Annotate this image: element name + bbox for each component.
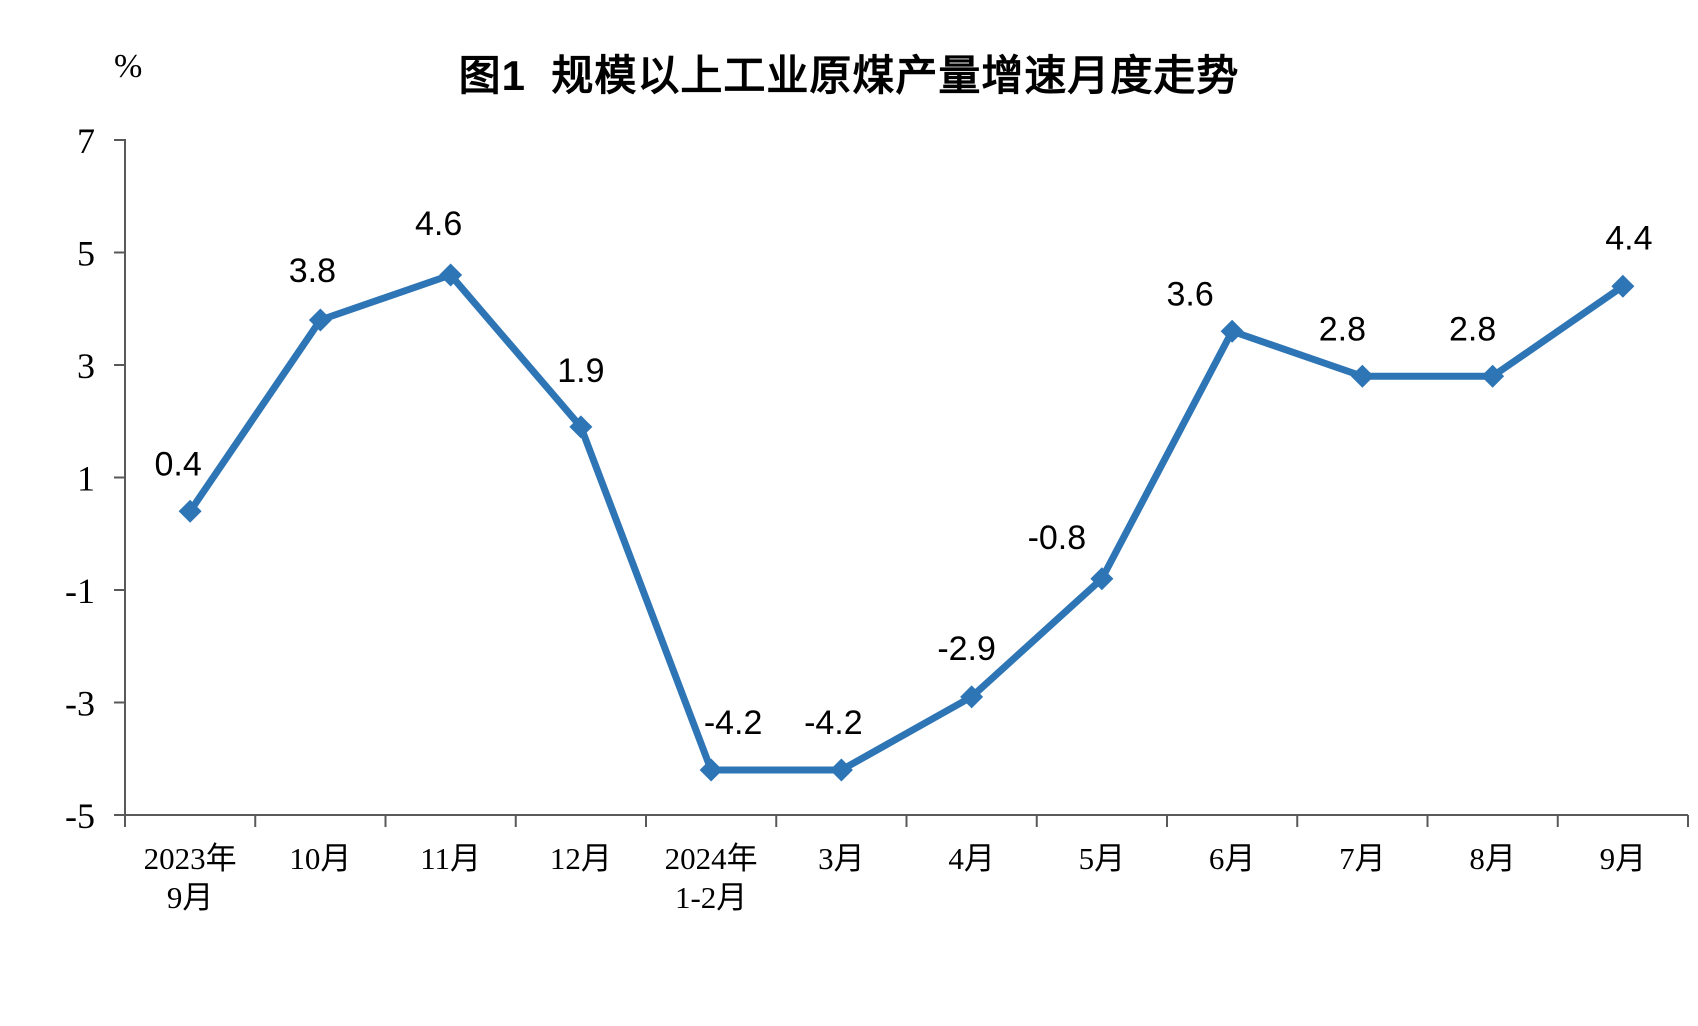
x-axis-label: 2023年 (144, 841, 237, 876)
x-axis-label: 10月 (289, 841, 351, 876)
x-axis-label: 12月 (550, 841, 612, 876)
y-axis-tick-label: 5 (77, 234, 95, 274)
series-line (186, 271, 1627, 774)
y-axis-tick-label: -1 (65, 571, 95, 611)
data-point-marker (569, 415, 593, 439)
data-point-marker (1090, 567, 1114, 591)
y-axis-tick-label: -5 (65, 796, 95, 836)
data-point-label: -0.8 (1028, 519, 1087, 557)
x-axis-label: 3月 (818, 841, 865, 876)
x-axis-label: 2024年 (665, 841, 758, 876)
data-point-marker (1220, 319, 1244, 343)
data-point-label: -2.9 (937, 630, 996, 668)
y-axis-tick-label: 3 (77, 346, 95, 386)
data-point-label: 0.4 (154, 445, 201, 483)
data-point-marker (178, 499, 202, 523)
data-point-label: 2.8 (1449, 310, 1496, 348)
x-axis-label: 1-2月 (675, 880, 747, 915)
data-point-label: 4.6 (415, 205, 462, 243)
x-axis-label: 7月 (1339, 841, 1386, 876)
data-point-marker (699, 758, 723, 782)
data-point-marker (829, 758, 853, 782)
data-point-label: 3.6 (1166, 275, 1213, 313)
data-point-label: 3.8 (289, 252, 336, 290)
y-axis-tick-label: -3 (65, 684, 95, 724)
data-point-marker (1350, 364, 1374, 388)
y-axis-tick-label: 7 (77, 121, 95, 161)
data-point-label: -4.2 (804, 704, 863, 742)
y-axis-tick-label: 1 (77, 459, 95, 499)
x-axis-label: 5月 (1079, 841, 1126, 876)
x-axis-label: 11月 (420, 841, 481, 876)
data-point-marker (308, 308, 332, 332)
chart-title: 图1 规模以上工业原煤产量增速月度走势 (458, 52, 1240, 99)
x-axis-label: 9月 (167, 880, 214, 915)
data-point-label: 2.8 (1319, 310, 1366, 348)
data-point-label: -4.2 (704, 704, 763, 742)
data-point-marker (1481, 364, 1505, 388)
x-axis-label: 9月 (1600, 841, 1647, 876)
x-axis-label: 6月 (1209, 841, 1256, 876)
data-point-marker (439, 263, 463, 287)
y-axis-unit-label: % (114, 48, 143, 85)
x-axis-label: 4月 (948, 841, 995, 876)
x-axis-label: 8月 (1469, 841, 1516, 876)
data-point-label: 1.9 (557, 352, 604, 390)
data-point-label: 4.4 (1605, 219, 1652, 257)
data-point-marker (960, 685, 984, 709)
data-point-marker (1611, 274, 1635, 298)
